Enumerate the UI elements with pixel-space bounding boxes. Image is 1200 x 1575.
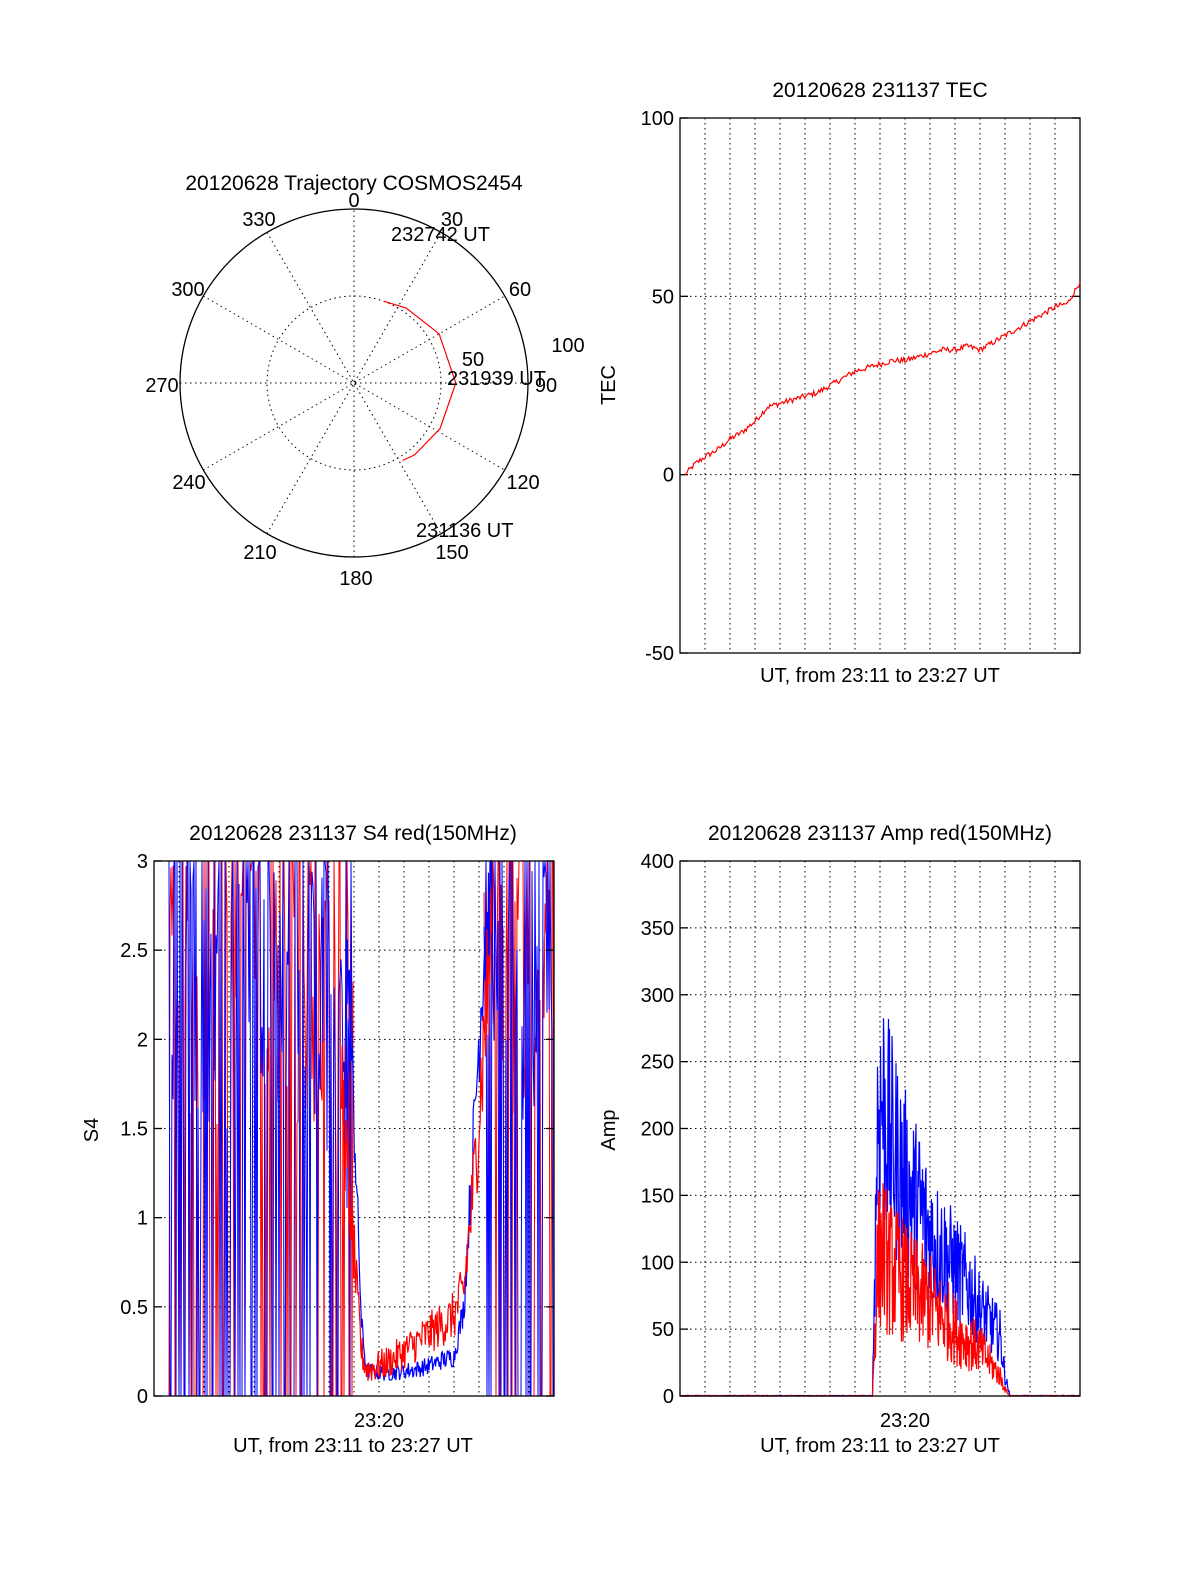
s4-x-tick-label: 23:20: [354, 1410, 404, 1432]
tec-panel: 20120628 231137 TEC -50 0 50 100 TEC UT, fr…: [598, 79, 1081, 687]
y-tick-label: 0: [137, 1386, 148, 1408]
polar-angle-label: 120: [506, 472, 539, 494]
polar-spoke: [266, 232, 442, 534]
y-tick-label: 2.5: [120, 940, 148, 962]
trajectory-start-label: 231136 UT: [416, 520, 513, 542]
amp-y-axis-label: Amp: [598, 1109, 620, 1150]
polar-angle-label: 30: [441, 209, 463, 231]
y-tick-label: 150: [641, 1185, 674, 1207]
amp-panel: 20120628 231137 Amp red(150MHz) 0 50 100 15…: [598, 822, 1081, 1457]
polar-angle-label: 240: [172, 472, 205, 494]
tec-plot-frame: [679, 117, 1081, 654]
polar-radial-label-50: 50: [462, 349, 484, 371]
amp-title: 20120628 231137 Amp red(150MHz): [708, 822, 1052, 845]
tec-y-ticks: -50 0 50 100: [641, 108, 1080, 665]
tec-grid: [680, 118, 1080, 653]
amp-y-ticks: 0 50 100 150 200 250 300 350 400: [641, 851, 1080, 1408]
y-tick-label: 2: [137, 1029, 148, 1051]
y-tick-label: 100: [641, 108, 674, 130]
tec-series-line: [684, 281, 1081, 476]
trajectory-end-label: 232742 UT: [391, 224, 490, 246]
s4-y-ticks: 0 0.5 1 1.5 2 2.5 3: [120, 851, 554, 1408]
s4-panel: 20120628 231137 S4 red(150MHz) 0 0.5 1 1.5 2…: [81, 822, 555, 1457]
trajectory-mid-label: 231939 UT: [447, 368, 546, 390]
y-tick-label: 350: [641, 918, 674, 940]
polar-radial-label-100: 100: [551, 335, 584, 357]
y-tick-label: 0: [663, 465, 674, 487]
y-tick-label: 100: [641, 1252, 674, 1274]
s4-y-axis-label: S4: [81, 1118, 103, 1142]
polar-angle-label: 90: [535, 375, 557, 397]
y-tick-label: 50: [652, 1319, 674, 1341]
y-tick-label: 50: [652, 286, 674, 308]
amp-x-tick-label: 23:20: [880, 1410, 930, 1432]
polar-inner-circle: [266, 295, 442, 471]
y-tick-label: 200: [641, 1119, 674, 1141]
s4-red-series-line: [340, 889, 493, 1381]
y-tick-label: 0.5: [120, 1297, 148, 1319]
polar-angle-label: 300: [171, 279, 204, 301]
y-tick-label: -50: [645, 643, 674, 665]
polar-angle-label: 60: [509, 279, 531, 301]
tec-x-axis-label: UT, from 23:11 to 23:27 UT: [760, 665, 1000, 687]
polar-angle-label: 330: [242, 209, 275, 231]
polar-title: 20120628 Trajectory COSMOS2454: [185, 172, 523, 195]
amp-red-series-line: [679, 1183, 1080, 1397]
amp-x-axis-label: UT, from 23:11 to 23:27 UT: [760, 1435, 1000, 1457]
polar-angle-label: 180: [339, 568, 372, 590]
s4-x-axis-label: UT, from 23:11 to 23:27 UT: [233, 1435, 473, 1457]
polar-outer-circle: [179, 208, 529, 558]
tec-y-axis-label: TEC: [598, 365, 620, 405]
polar-panel: 20120628 Trajectory COSMOS2454 0 30 60 90 12…: [145, 172, 584, 590]
polar-angle-label: 270: [145, 375, 178, 397]
trajectory-line: [383, 300, 457, 462]
polar-spoke: [266, 232, 442, 534]
polar-angle-label: 0: [348, 190, 359, 212]
polar-spoke: [203, 295, 505, 471]
y-tick-label: 3: [137, 851, 148, 873]
tec-title: 20120628 231137 TEC: [772, 79, 987, 102]
polar-angle-label: 150: [435, 542, 468, 564]
polar-spoke: [203, 295, 505, 471]
y-tick-label: 400: [641, 851, 674, 873]
y-tick-label: 300: [641, 985, 674, 1007]
s4-blue-series-line: [345, 859, 493, 1381]
polar-angle-label: 210: [243, 542, 276, 564]
y-tick-label: 1.5: [120, 1119, 148, 1141]
polar-angle-labels: 0 30 60 90 120 150 180 210 240 270 300 330: [145, 190, 557, 590]
y-tick-label: 1: [137, 1208, 148, 1230]
s4-title: 20120628 231137 S4 red(150MHz): [189, 822, 517, 845]
y-tick-label: 0: [663, 1386, 674, 1408]
y-tick-label: 250: [641, 1052, 674, 1074]
polar-grid: [180, 209, 528, 557]
